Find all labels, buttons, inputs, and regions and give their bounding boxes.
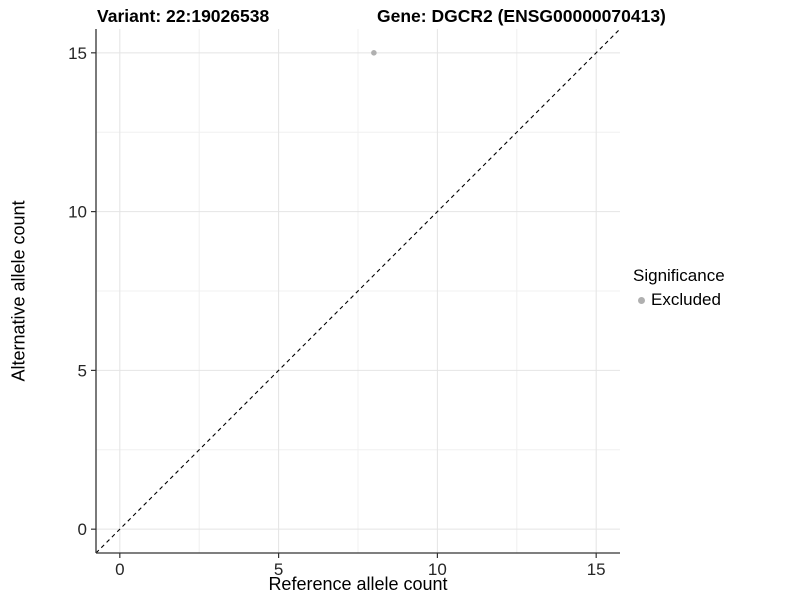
y-tick-label: 10 bbox=[68, 203, 87, 222]
legend-item-excluded: Excluded bbox=[633, 290, 725, 310]
x-axis-label: Reference allele count bbox=[268, 574, 448, 594]
x-tick-label: 10 bbox=[428, 560, 447, 579]
y-tick-label: 5 bbox=[78, 361, 87, 380]
identity-reference-line bbox=[95, 28, 621, 554]
y-tick-label: 15 bbox=[68, 44, 87, 63]
data-point bbox=[371, 50, 377, 56]
legend-title: Significance bbox=[633, 266, 725, 285]
legend: Significance Excluded bbox=[633, 266, 725, 310]
x-tick-label: 0 bbox=[115, 560, 124, 579]
variant-title: Variant: 22:19026538 bbox=[97, 6, 270, 26]
gene-title: Gene: DGCR2 (ENSG00000070413) bbox=[377, 6, 666, 26]
x-tick-label: 15 bbox=[587, 560, 606, 579]
legend-item-label: Excluded bbox=[651, 290, 721, 309]
y-tick-label: 0 bbox=[78, 520, 87, 539]
x-tick-label: 5 bbox=[274, 560, 283, 579]
y-axis-label: Alternative allele count bbox=[8, 200, 29, 382]
legend-key-dot-icon bbox=[638, 296, 645, 304]
